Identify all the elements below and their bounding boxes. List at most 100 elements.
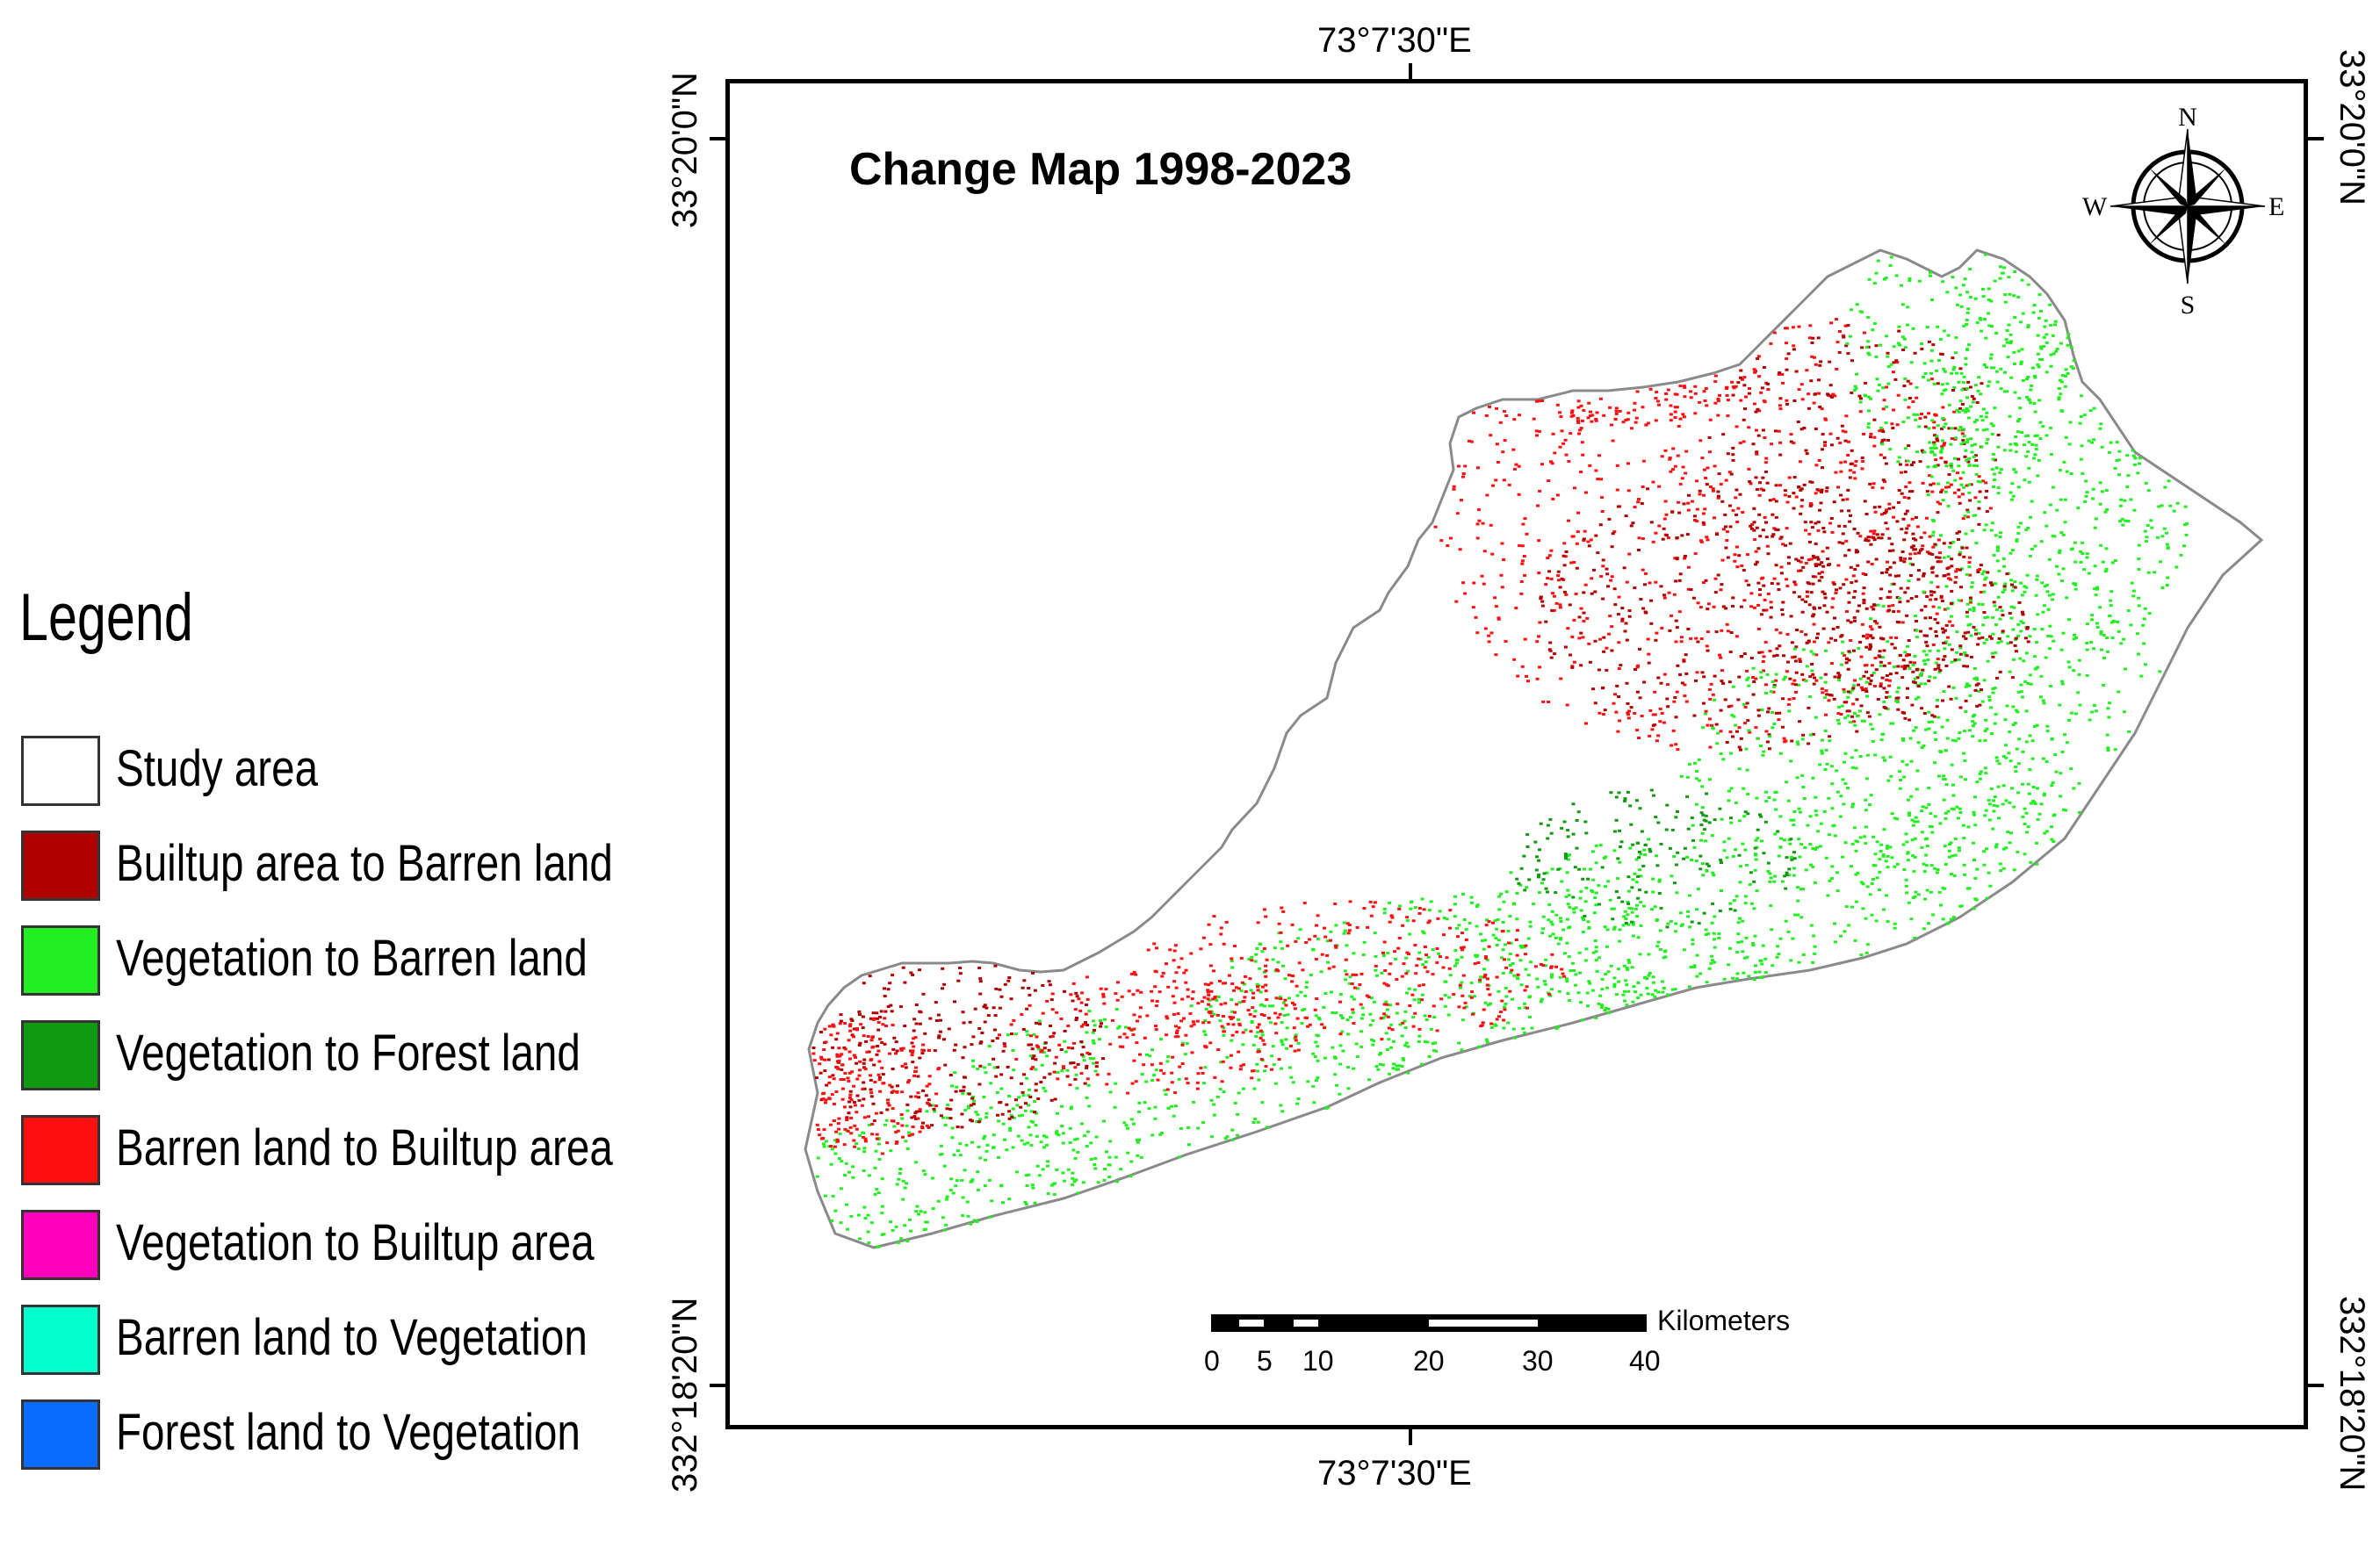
- change-pixel: [1070, 1105, 1074, 1109]
- change-pixel: [1910, 818, 1915, 822]
- change-pixel: [1913, 820, 1917, 824]
- change-pixel: [1683, 694, 1687, 698]
- change-pixel: [1872, 835, 1876, 838]
- change-pixel: [1957, 849, 1961, 853]
- change-pixel: [1952, 457, 1957, 460]
- change-pixel: [1108, 1140, 1113, 1143]
- change-pixel: [911, 1133, 914, 1136]
- change-pixel: [1756, 581, 1761, 585]
- change-pixel: [2124, 519, 2128, 522]
- change-pixel: [1847, 509, 1851, 513]
- change-pixel: [1886, 640, 1890, 644]
- change-pixel: [1888, 565, 1893, 569]
- change-pixel: [1984, 809, 1988, 812]
- change-pixel: [1387, 1038, 1391, 1041]
- change-pixel: [1913, 677, 1917, 680]
- change-pixel: [1727, 799, 1731, 802]
- change-pixel: [1520, 562, 1525, 565]
- change-pixel: [1824, 713, 1828, 716]
- change-pixel: [1811, 732, 1815, 736]
- change-pixel: [1829, 765, 1834, 768]
- change-pixel: [1029, 1110, 1034, 1113]
- change-pixel: [2110, 637, 2115, 640]
- change-pixel: [2021, 782, 2024, 786]
- change-pixel: [1633, 586, 1637, 589]
- change-pixel: [1890, 582, 1894, 586]
- change-pixel: [1616, 505, 1620, 508]
- change-pixel: [1754, 838, 1758, 842]
- change-pixel: [1885, 385, 1888, 389]
- change-pixel: [832, 1102, 836, 1105]
- change-pixel: [1388, 972, 1392, 975]
- change-pixel: [1689, 966, 1693, 969]
- change-pixel: [1762, 655, 1766, 658]
- change-pixel: [914, 1110, 919, 1113]
- change-pixel: [1749, 605, 1754, 608]
- change-pixel: [1579, 631, 1583, 635]
- change-pixel: [2117, 450, 2122, 453]
- change-pixel: [1957, 495, 1961, 499]
- change-pixel: [1894, 637, 1899, 639]
- change-pixel: [1812, 622, 1816, 626]
- change-pixel: [1908, 552, 1913, 556]
- change-pixel: [1623, 989, 1626, 993]
- change-pixel: [1540, 997, 1544, 1001]
- change-pixel: [2061, 533, 2066, 536]
- change-pixel: [1882, 687, 1886, 690]
- change-pixel: [921, 1043, 926, 1047]
- change-pixel: [944, 1223, 948, 1227]
- change-pixel: [1560, 577, 1564, 580]
- legend-item-barren-to-vegetation: Barren land to Vegetation: [21, 1305, 636, 1384]
- change-pixel: [2033, 453, 2037, 457]
- change-pixel: [1646, 992, 1650, 996]
- change-pixel: [2069, 767, 2073, 771]
- change-pixel: [818, 1062, 822, 1066]
- change-pixel: [2055, 508, 2059, 512]
- change-pixel: [2009, 759, 2013, 763]
- change-pixel: [2104, 567, 2109, 571]
- change-pixel: [984, 1158, 988, 1162]
- change-pixel: [1698, 493, 1702, 496]
- change-pixel: [1999, 640, 2003, 644]
- change-pixel: [1902, 868, 1907, 871]
- change-pixel: [903, 1186, 907, 1190]
- change-pixel: [1712, 874, 1716, 877]
- change-pixel: [1668, 457, 1672, 459]
- change-pixel: [925, 1124, 929, 1127]
- change-pixel: [920, 1052, 925, 1055]
- change-pixel: [1890, 812, 1894, 816]
- change-pixel: [1926, 465, 1930, 469]
- change-pixel: [2072, 637, 2076, 641]
- change-pixel: [1787, 476, 1792, 479]
- change-pixel: [1230, 966, 1235, 969]
- change-pixel: [1338, 1062, 1343, 1066]
- change-pixel: [1183, 1053, 1187, 1056]
- change-pixel: [1783, 493, 1787, 497]
- change-pixel: [1662, 517, 1667, 521]
- change-pixel: [1908, 737, 1913, 740]
- change-pixel: [1966, 825, 1971, 829]
- change-pixel: [1061, 1171, 1065, 1175]
- change-pixel: [1702, 390, 1706, 393]
- change-pixel: [888, 982, 892, 985]
- change-pixel: [1579, 909, 1583, 912]
- change-pixel: [1991, 827, 1995, 831]
- change-pixel: [1591, 850, 1595, 853]
- change-pixel: [832, 1025, 836, 1028]
- change-pixel: [1554, 936, 1558, 939]
- change-pixel: [1973, 421, 1977, 424]
- change-pixel: [1753, 970, 1757, 974]
- change-pixel: [1959, 305, 1964, 308]
- change-pixel: [970, 1140, 974, 1144]
- change-pixel: [1906, 323, 1910, 327]
- change-pixel: [2018, 406, 2023, 410]
- change-pixel: [1774, 711, 1778, 715]
- change-pixel: [1071, 1061, 1076, 1065]
- change-pixel: [1614, 710, 1619, 714]
- change-pixel: [882, 1082, 886, 1085]
- change-pixel: [1570, 961, 1575, 965]
- change-pixel: [1605, 928, 1610, 932]
- change-pixel: [1431, 948, 1435, 952]
- change-pixel: [1417, 997, 1421, 1001]
- change-pixel: [1936, 774, 1941, 778]
